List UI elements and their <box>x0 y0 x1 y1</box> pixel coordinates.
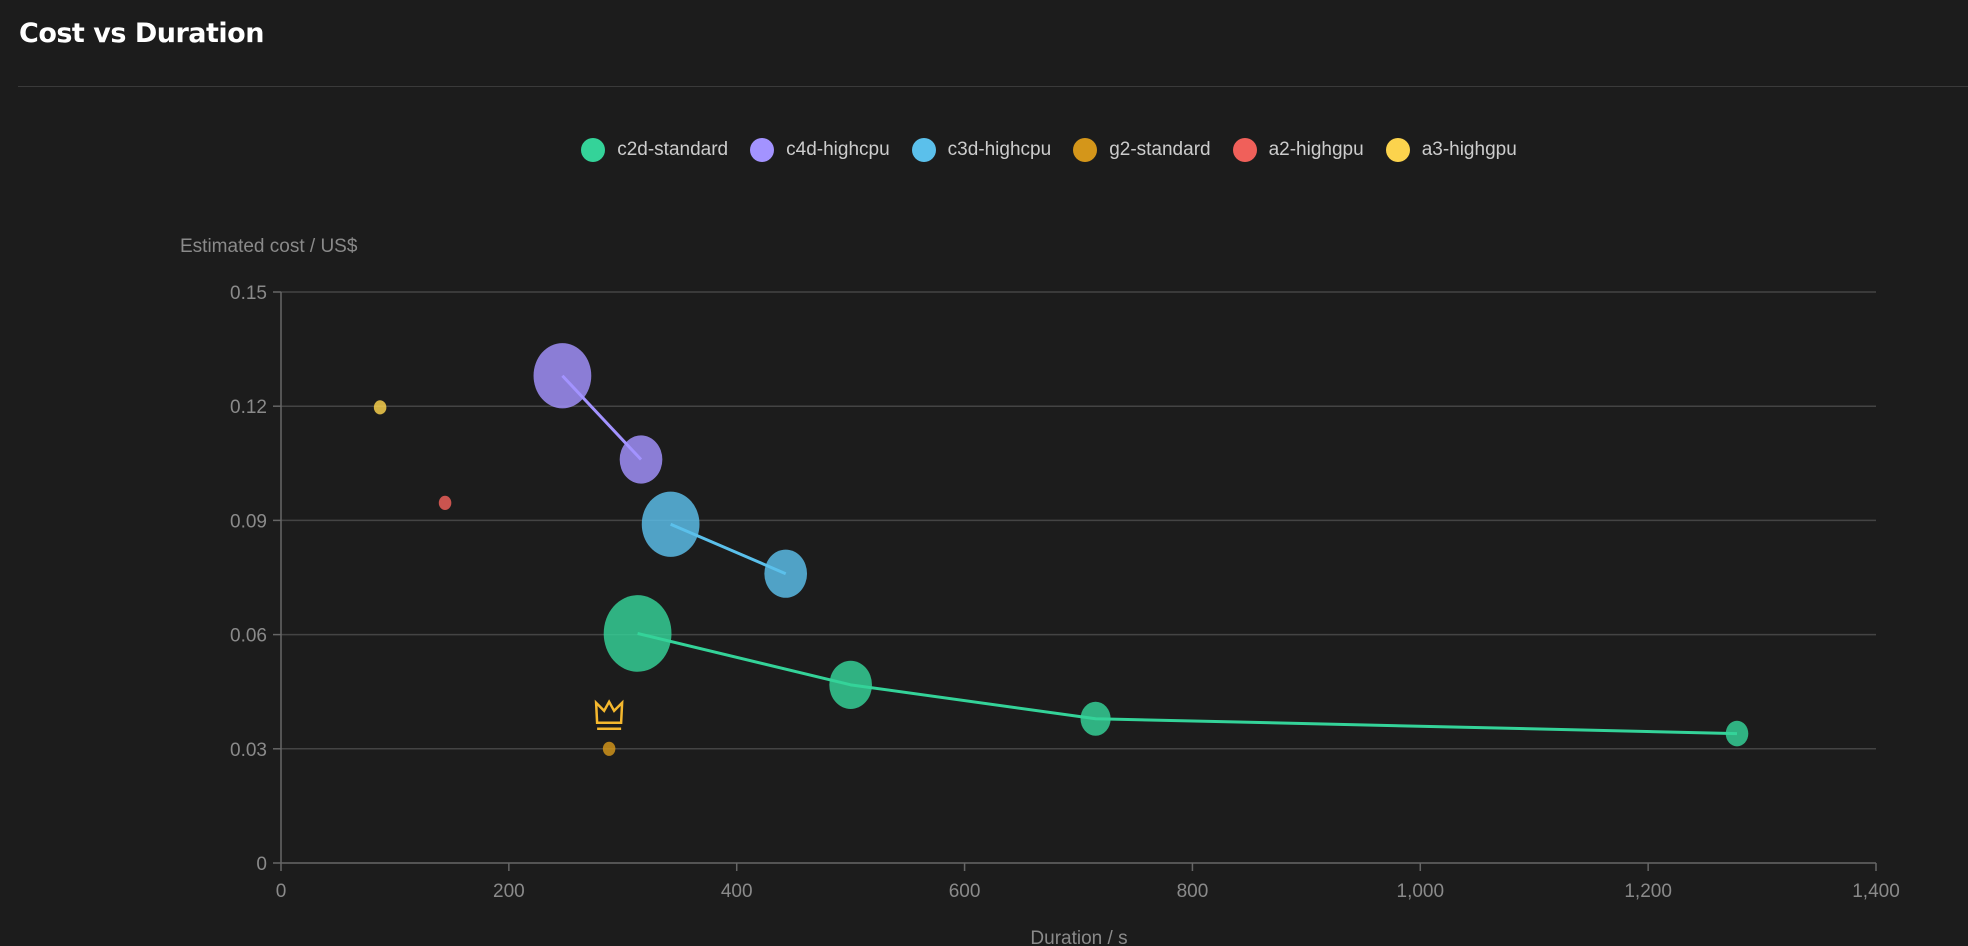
legend-label: c2d-standard <box>617 139 729 160</box>
chart-legend: c2d-standard c4d-highcpu c3d-highcpu g2-sta… <box>0 138 1968 162</box>
legend-label: c4d-highcpu <box>786 139 890 160</box>
x-tick-label: 400 <box>721 881 753 902</box>
page-title: Cost vs Duration <box>19 18 264 49</box>
legend-swatch <box>911 138 936 162</box>
legend-label: c3d-highcpu <box>947 139 1052 160</box>
y-tick-label: 0.03 <box>230 740 267 761</box>
x-tick-label: 1,400 <box>1852 881 1900 902</box>
y-tick-label: 0.15 <box>230 283 267 304</box>
legend-label: a2-highgpu <box>1268 139 1364 160</box>
series-line-c2d-standard <box>637 631 1738 736</box>
legend-item-c4d-highcpu[interactable]: c4d-highcpu <box>750 138 890 162</box>
data-point-a2-highgpu <box>438 495 452 510</box>
legend-swatch <box>581 138 606 162</box>
legend-swatch <box>1073 138 1098 162</box>
x-tick-label: 1,000 <box>1397 881 1445 902</box>
x-tick-label: 0 <box>276 881 287 902</box>
series-line-c3d-highcpu <box>670 522 787 576</box>
y-tick-label: 0.09 <box>230 511 267 532</box>
legend-item-a3-highgpu[interactable]: a3-highgpu <box>1385 138 1517 162</box>
y-tick-label: 0.06 <box>230 626 267 647</box>
crown-icon <box>594 699 624 725</box>
x-axis-title: Duration / s <box>1030 928 1127 946</box>
legend-label: g2-standard <box>1109 139 1211 160</box>
legend-label: a3-highgpu <box>1421 139 1517 160</box>
x-tick-label: 600 <box>949 881 981 902</box>
legend-swatch <box>750 138 775 162</box>
series-line-c4d-highcpu <box>561 374 643 461</box>
legend-swatch <box>1232 138 1257 162</box>
legend-item-c2d-standard[interactable]: c2d-standard <box>581 138 728 162</box>
legend-swatch <box>1385 138 1410 162</box>
y-tick-label: 0 <box>256 854 267 875</box>
legend-item-c3d-highcpu[interactable]: c3d-highcpu <box>911 138 1052 162</box>
data-point-g2-standard <box>602 741 616 756</box>
legend-item-a2-highgpu[interactable]: a2-highgpu <box>1232 138 1364 162</box>
y-tick-label: 0.12 <box>230 397 267 418</box>
y-axis-title: Estimated cost / US$ <box>180 236 358 257</box>
data-point-a3-highgpu <box>373 400 387 415</box>
legend-item-g2-standard[interactable]: g2-standard <box>1073 138 1211 162</box>
header-divider <box>18 86 1968 87</box>
x-tick-label: 1,200 <box>1624 881 1672 902</box>
x-tick-label: 800 <box>1177 881 1209 902</box>
x-tick-label: 200 <box>493 881 525 902</box>
